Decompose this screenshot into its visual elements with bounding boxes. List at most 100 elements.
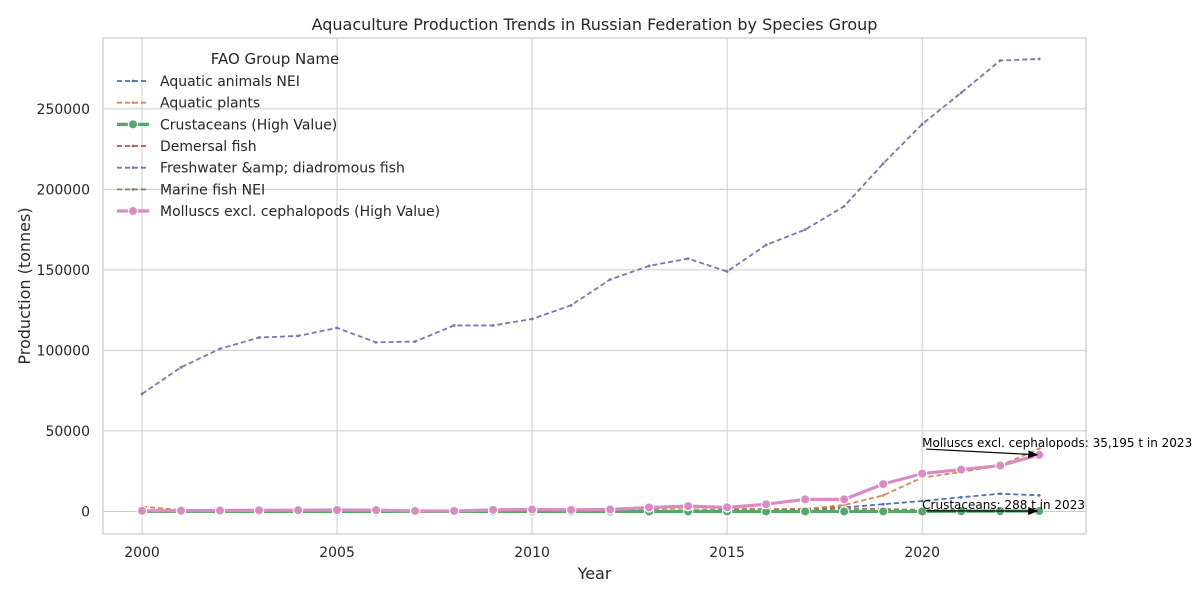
- data-point: [179, 365, 183, 369]
- y-tick-label: 50000: [45, 424, 90, 440]
- data-point: [799, 506, 811, 517]
- series-freshwater-and-diadromous-fish: [140, 57, 1041, 396]
- data-point: [838, 494, 850, 505]
- data-point: [799, 494, 811, 505]
- data-point: [409, 505, 421, 517]
- legend-item-freshwater-and-diadromous-fish: Freshwater &amp; diadromous fish: [117, 161, 405, 177]
- series-molluscs-excl-cephalopods-high-value: [136, 449, 1045, 517]
- data-point: [335, 326, 339, 330]
- series-lines: [136, 57, 1045, 517]
- x-tick-labels: 2000 2005 2010 2015 2020: [124, 545, 940, 561]
- data-point: [764, 243, 768, 247]
- chart-title: Aquaculture Production Trends in Russian…: [312, 15, 878, 34]
- data-point: [257, 336, 261, 339]
- data-point: [881, 502, 885, 506]
- data-point: [565, 504, 577, 516]
- data-point: [682, 500, 694, 512]
- legend-swatch-marker: [127, 119, 139, 130]
- legend-item-molluscs-excl-cephalopods-high-value: Molluscs excl. cephalopods (High Value): [117, 204, 440, 220]
- data-point: [526, 504, 538, 515]
- data-point: [838, 506, 850, 517]
- data-point: [994, 460, 1006, 471]
- x-axis-label: Year: [577, 564, 612, 583]
- data-point: [998, 492, 1002, 496]
- annotation-arrow: [926, 448, 1039, 459]
- data-point: [608, 278, 612, 281]
- legend-label: Freshwater &amp; diadromous fish: [160, 161, 405, 177]
- legend-label: Aquatic plants: [160, 96, 260, 112]
- x-tick-label: 2020: [904, 545, 940, 561]
- legend-swatch-marker: [127, 205, 139, 217]
- legend-label: Aquatic animals NEI: [160, 74, 300, 90]
- data-point: [959, 91, 963, 95]
- y-tick-label: 0: [81, 504, 90, 520]
- data-point: [760, 499, 772, 510]
- series-line: [140, 453, 1041, 513]
- legend-item-marine-fish-nei: Marine fish NEI: [117, 182, 265, 198]
- data-point: [881, 162, 885, 166]
- x-tick-label: 2005: [319, 545, 355, 561]
- data-point: [877, 478, 889, 490]
- legend-item-crustaceans-high-value: Crustaceans (High Value): [117, 117, 337, 133]
- plot-frame: [102, 37, 1087, 535]
- annotation: Crustaceans: 288 t in 2023: [922, 498, 1085, 515]
- data-point: [725, 270, 729, 273]
- x-tick-label: 2010: [514, 545, 550, 561]
- annotation: Molluscs excl. cephalopods: 35,195 t in …: [922, 436, 1192, 459]
- data-point: [1037, 447, 1041, 451]
- data-point: [413, 340, 417, 343]
- data-point: [370, 504, 382, 516]
- data-point: [292, 504, 304, 516]
- data-point: [1037, 57, 1041, 61]
- data-point: [920, 499, 924, 503]
- legend-item-aquatic-animals-nei: Aquatic animals NEI: [117, 74, 300, 90]
- data-point: [647, 264, 651, 268]
- data-point: [643, 502, 655, 513]
- data-point: [721, 502, 733, 513]
- data-point: [491, 324, 495, 327]
- legend-label: Demersal fish: [160, 139, 257, 155]
- data-point: [331, 504, 343, 516]
- y-tick-label: 100000: [37, 343, 90, 359]
- data-point: [253, 505, 265, 516]
- data-point: [803, 228, 807, 232]
- legend-swatch-marker: [131, 166, 135, 170]
- x-tick-label: 2000: [124, 545, 160, 561]
- data-point: [448, 505, 460, 517]
- data-point: [604, 504, 616, 515]
- legend-title: FAO Group Name: [211, 50, 340, 68]
- y-axis-label: Production (tonnes): [15, 207, 34, 364]
- legend-swatch-marker: [131, 101, 135, 105]
- data-point: [452, 324, 456, 327]
- data-point: [136, 505, 148, 517]
- data-point: [214, 505, 226, 516]
- data-point: [140, 392, 144, 396]
- annotations: Molluscs excl. cephalopods: 35,195 t in …: [922, 436, 1192, 515]
- data-point: [920, 122, 924, 126]
- data-point: [881, 493, 885, 497]
- data-point: [175, 505, 187, 516]
- legend-label: Marine fish NEI: [160, 182, 265, 198]
- legend-swatch-marker: [131, 144, 135, 148]
- plot-area-background: [103, 38, 1086, 534]
- legend-label: Crustaceans (High Value): [160, 117, 337, 133]
- annotation-label: Crustaceans: 288 t in 2023: [922, 498, 1085, 512]
- data-point: [374, 340, 378, 344]
- legend-label: Molluscs excl. cephalopods (High Value): [160, 204, 440, 220]
- data-point: [1037, 493, 1041, 497]
- y-tick-label: 150000: [37, 263, 90, 279]
- annotation-label: Molluscs excl. cephalopods: 35,195 t in …: [922, 436, 1192, 450]
- x-tick-label: 2015: [709, 545, 745, 561]
- data-point: [686, 257, 690, 261]
- data-point: [842, 204, 846, 208]
- data-point: [959, 495, 963, 499]
- legend-swatch-marker: [131, 187, 135, 191]
- y-tick-label: 250000: [37, 102, 90, 118]
- data-point: [955, 464, 967, 475]
- data-point: [877, 506, 889, 517]
- data-point: [998, 59, 1002, 62]
- data-point: [916, 468, 928, 479]
- legend: FAO Group Name Aquatic animals NEI Aquatic…: [117, 50, 440, 220]
